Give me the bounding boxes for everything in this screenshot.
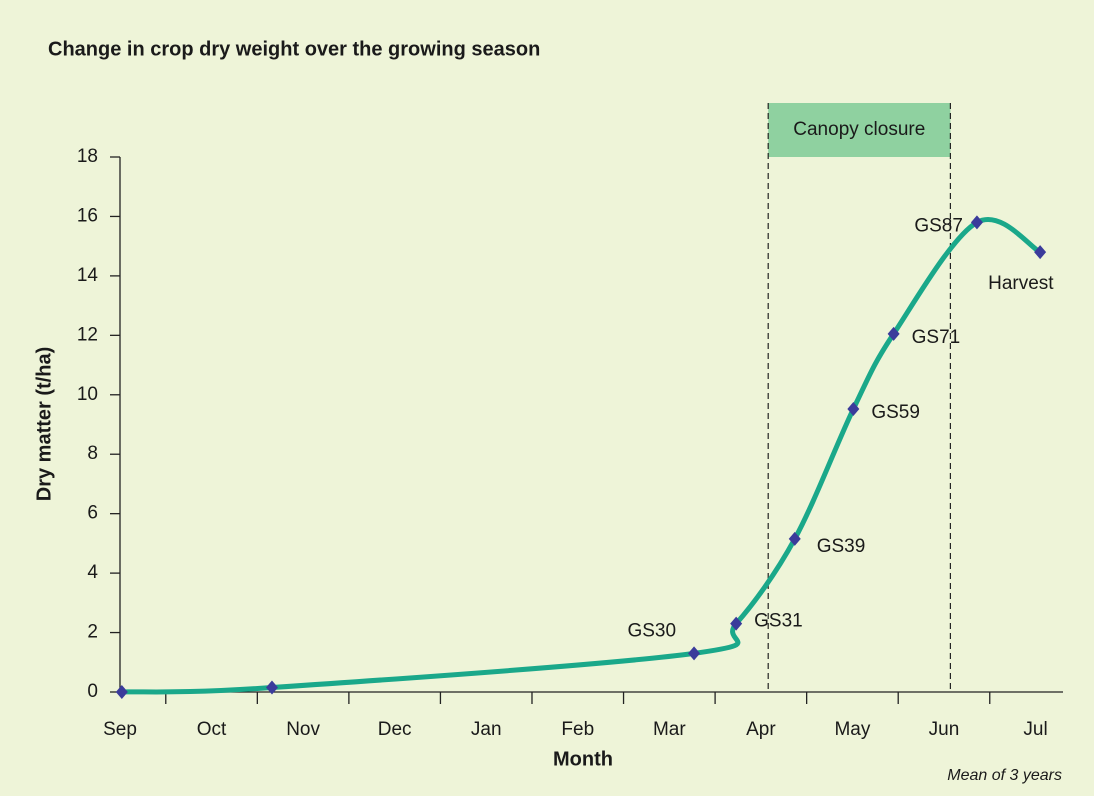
point-label: GS39 bbox=[817, 536, 866, 557]
chart-title: Change in crop dry weight over the growi… bbox=[48, 38, 540, 60]
y-tick-label: 8 bbox=[87, 443, 98, 464]
y-tick-label: 6 bbox=[87, 503, 98, 524]
y-tick-label: 4 bbox=[87, 562, 98, 583]
x-tick-label: Jul bbox=[1023, 719, 1047, 740]
y-tick-label: 10 bbox=[77, 384, 98, 405]
marker bbox=[847, 402, 860, 417]
y-axis-label: Dry matter (t/ha) bbox=[33, 347, 55, 501]
x-tick-label: Apr bbox=[746, 719, 776, 740]
y-tick-label: 18 bbox=[77, 146, 98, 167]
marker bbox=[115, 685, 128, 699]
y-tick-label: 0 bbox=[87, 681, 98, 702]
x-tick-label: Nov bbox=[286, 719, 320, 740]
x-tick-label: Dec bbox=[378, 719, 412, 740]
marker bbox=[1034, 245, 1047, 260]
x-tick-label: Jun bbox=[929, 719, 960, 740]
point-label: GS87 bbox=[914, 215, 963, 236]
marker bbox=[887, 326, 900, 341]
point-label: Harvest bbox=[988, 273, 1054, 294]
point-label: GS30 bbox=[627, 620, 676, 641]
point-label: GS59 bbox=[871, 402, 920, 423]
marker bbox=[730, 616, 743, 631]
point-label: GS71 bbox=[912, 327, 961, 348]
marker bbox=[265, 680, 278, 695]
y-tick-label: 16 bbox=[77, 205, 98, 226]
region-label: Canopy closure bbox=[793, 119, 925, 140]
x-axis-label: Month bbox=[553, 748, 613, 770]
x-tick-label: Jan bbox=[471, 719, 502, 740]
marker bbox=[788, 531, 801, 546]
marker bbox=[970, 215, 983, 230]
x-tick-label: Feb bbox=[561, 719, 594, 740]
data-line bbox=[119, 217, 1043, 695]
point-label: GS31 bbox=[754, 611, 803, 632]
region-box bbox=[768, 103, 951, 157]
x-tick-label: May bbox=[834, 719, 870, 740]
note: Mean of 3 years bbox=[947, 767, 1062, 784]
marker bbox=[688, 646, 701, 661]
x-tick-label: Mar bbox=[653, 719, 686, 740]
y-tick-label: 14 bbox=[77, 265, 99, 286]
y-tick-label: 12 bbox=[77, 324, 98, 345]
x-tick-label: Sep bbox=[103, 719, 137, 740]
x-tick-label: Oct bbox=[197, 719, 227, 740]
y-tick-label: 2 bbox=[87, 622, 98, 643]
